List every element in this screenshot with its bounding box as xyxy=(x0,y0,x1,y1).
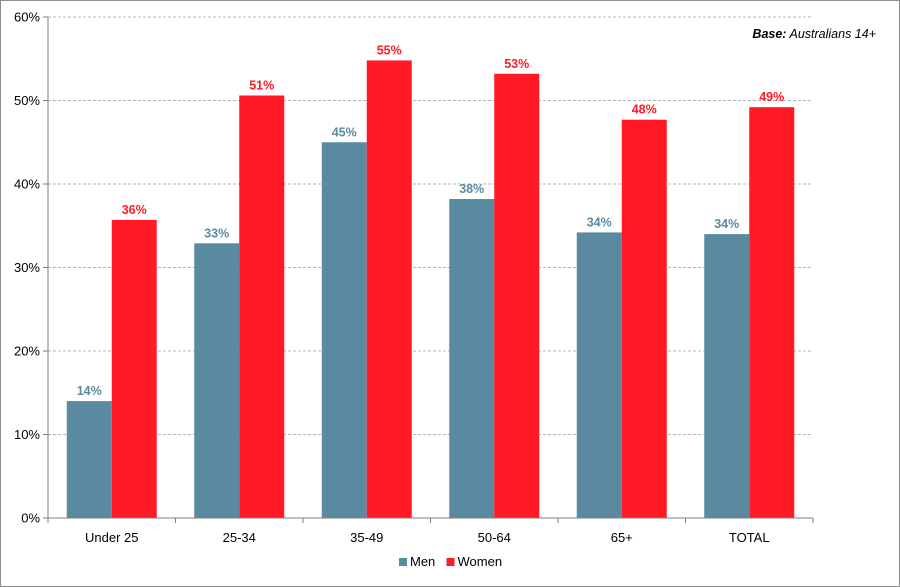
legend: Men Women xyxy=(399,554,502,569)
bar-men xyxy=(449,199,495,518)
legend-label-men: Men xyxy=(410,554,435,569)
base-note: Base: Australians 14+ xyxy=(752,27,876,41)
bar-women xyxy=(366,60,412,519)
x-tick-label: 25-34 xyxy=(223,530,256,545)
data-label-women: 49% xyxy=(759,90,784,104)
bar-women xyxy=(239,95,285,519)
axes xyxy=(43,16,814,523)
data-label-men: 38% xyxy=(459,182,484,196)
bar-men xyxy=(194,243,240,518)
y-tick-label: 0% xyxy=(21,511,40,526)
x-tick-label: 50-64 xyxy=(478,530,511,545)
data-label-women: 51% xyxy=(249,78,274,92)
data-label-men: 14% xyxy=(77,384,102,398)
y-tick-label: 20% xyxy=(14,344,40,359)
legend-swatch-men xyxy=(399,558,407,566)
data-label-men: 33% xyxy=(204,226,229,240)
x-tick-label: 35-49 xyxy=(350,530,383,545)
x-tick-label: TOTAL xyxy=(729,530,770,545)
x-tick-label: 65+ xyxy=(611,530,633,545)
y-tick-label: 30% xyxy=(14,260,40,275)
y-tick-label: 50% xyxy=(14,93,40,108)
x-axis-tick-labels: Under 25 25-34 35-49 50-64 65+ TOTAL xyxy=(85,530,770,545)
data-label-women: 48% xyxy=(632,103,657,117)
bar-women xyxy=(494,73,540,518)
data-label-women: 53% xyxy=(504,57,529,71)
bar-women xyxy=(749,107,795,519)
y-tick-label: 40% xyxy=(14,177,40,192)
data-label-women: 36% xyxy=(122,203,147,217)
bar-men xyxy=(576,232,622,518)
bar-women xyxy=(111,219,157,518)
base-note-bold: Base: xyxy=(752,27,786,41)
bars xyxy=(66,60,795,519)
legend-swatch-women xyxy=(446,558,455,566)
data-label-men: 45% xyxy=(332,125,357,139)
x-tick-label: Under 25 xyxy=(85,530,138,545)
legend-label-women: Women xyxy=(458,554,503,569)
bar-women xyxy=(621,119,667,518)
data-label-men: 34% xyxy=(714,217,739,231)
y-tick-label: 60% xyxy=(14,10,40,25)
data-labels: 14% 36% 33% 51% 45% 55% 38% 53% 34% 48% 34% 49% xyxy=(77,43,785,398)
data-label-men: 34% xyxy=(587,215,612,229)
bar-men xyxy=(321,142,367,518)
data-label-women: 55% xyxy=(377,43,402,57)
y-axis-tick-labels: 0% 10% 20% 30% 40% 50% 60% xyxy=(14,10,40,526)
base-note-text: Australians 14+ xyxy=(786,27,876,41)
bar-men xyxy=(66,401,112,518)
bar-men xyxy=(704,234,750,518)
gridlines xyxy=(48,16,813,435)
y-tick-label: 10% xyxy=(14,427,40,442)
